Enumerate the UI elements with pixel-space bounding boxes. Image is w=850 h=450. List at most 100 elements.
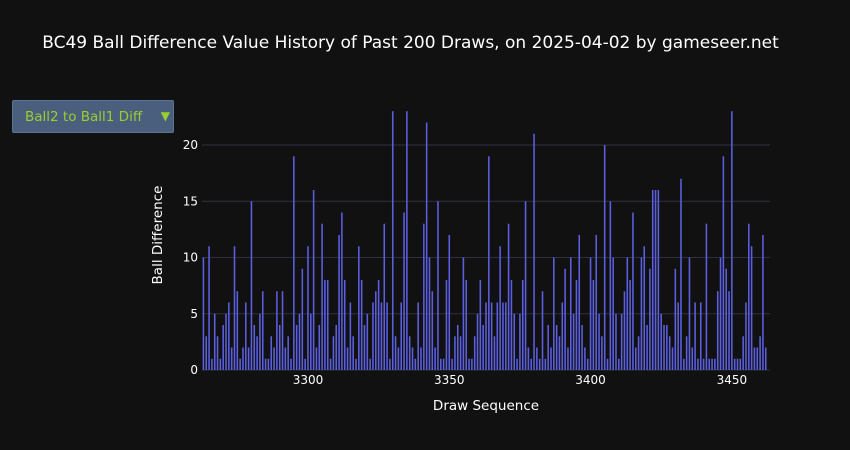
bar-draw-3430 (674, 268, 677, 370)
triangle-down-icon[interactable]: ▼ (160, 109, 170, 123)
bar-draw-3315 (349, 302, 352, 370)
dropdown-selected-label: Ball2 to Ball1 Diff (25, 109, 143, 125)
bar-draw-3404 (601, 336, 603, 370)
bar-draw-3450 (731, 111, 733, 370)
y-tick-label-5: 5 (190, 307, 198, 321)
bar-draw-3379 (530, 358, 532, 370)
bar-draw-3426 (663, 325, 665, 370)
bar-draw-3356 (465, 280, 467, 370)
bar-draw-3405 (603, 145, 606, 370)
bar-draw-3454 (742, 336, 744, 370)
bar-draw-3325 (377, 280, 380, 370)
bar-draw-3291 (281, 291, 284, 370)
bar-draw-3374 (516, 358, 518, 370)
bar-draw-3459 (756, 347, 759, 370)
bar-draw-3355 (462, 257, 465, 370)
bar-draw-3295 (293, 156, 295, 370)
bar-draw-3436 (691, 347, 694, 370)
y-axis-label: Ball Difference (150, 186, 166, 285)
bar-draw-3335 (406, 111, 408, 370)
bar-draw-3416 (634, 347, 637, 370)
bar-draw-3298 (301, 268, 304, 370)
bar-draw-3438 (697, 358, 699, 370)
y-tick-label-15: 15 (183, 194, 198, 208)
bar-draw-3348 (442, 358, 445, 370)
bar-draw-3380 (533, 133, 535, 370)
bar-draw-3309 (332, 336, 335, 370)
bar-draw-3322 (369, 358, 371, 370)
bar-draw-3461 (762, 235, 764, 370)
bar-draw-3462 (764, 347, 767, 370)
bar-draw-3272 (228, 302, 230, 370)
bar-draw-3370 (505, 302, 507, 370)
bar-draw-3458 (753, 347, 756, 370)
bar-draw-3263 (202, 257, 205, 370)
bar-draw-3301 (310, 313, 312, 370)
bar-draw-3329 (389, 358, 391, 370)
bar-draw-3294 (290, 358, 292, 370)
bar-draw-3341 (423, 223, 425, 370)
bar-draw-3338 (414, 358, 417, 370)
bar-draw-3406 (606, 358, 609, 370)
bar-draw-3352 (454, 336, 456, 370)
bar-draw-3386 (550, 347, 552, 370)
bar-draw-3410 (618, 358, 620, 370)
bar-draw-3362 (482, 325, 484, 370)
bar-draw-3279 (247, 347, 250, 370)
bar-draw-3423 (654, 190, 657, 370)
bar-draw-3401 (592, 280, 595, 370)
bar-draw-3440 (702, 358, 705, 370)
bar-draw-3363 (485, 302, 487, 370)
bar-draw-3382 (538, 358, 541, 370)
bar-draw-3297 (298, 313, 301, 370)
bar-draw-3268 (216, 336, 219, 370)
bar-draw-3332 (397, 347, 400, 370)
bar-draw-3456 (748, 223, 750, 370)
bar-draw-3422 (651, 190, 654, 370)
bar-draw-3460 (759, 336, 761, 370)
bar-draw-3285 (264, 358, 267, 370)
bar-draw-3361 (479, 280, 482, 370)
bar-draw-3387 (553, 257, 555, 370)
bar-draw-3330 (391, 111, 394, 370)
bar-draw-3292 (284, 347, 287, 370)
bar-draw-3368 (499, 246, 501, 370)
bar-draw-3343 (428, 257, 431, 370)
bar-draw-3358 (471, 358, 473, 370)
bar-draw-3415 (632, 212, 634, 370)
bar-draw-3290 (278, 325, 281, 370)
tick-labels: 0 5 10 15 20 3300 3350 3400 3450 (183, 138, 747, 387)
x-tick-label-3400: 3400 (575, 373, 606, 387)
bar-draw-3296 (295, 325, 298, 370)
bar-draw-3420 (646, 325, 648, 370)
bar-draw-3283 (259, 313, 261, 370)
bar-draw-3381 (536, 347, 538, 370)
diff-type-dropdown[interactable]: Ball2 to Ball1 Diff ▼ (12, 100, 174, 133)
bars (202, 111, 767, 370)
bar-draw-3288 (273, 347, 275, 370)
bar-draw-3442 (708, 358, 711, 370)
x-tick-label-3450: 3450 (717, 373, 748, 387)
bar-draw-3274 (233, 246, 236, 370)
bar-draw-3388 (555, 325, 558, 370)
bar-draw-3451 (733, 358, 736, 370)
bar-draw-3302 (312, 190, 315, 370)
bar-draw-3425 (660, 313, 662, 370)
bar-draw-3281 (253, 325, 256, 370)
bar-draw-3269 (219, 358, 222, 370)
bar-draw-3276 (239, 358, 241, 370)
bar-draw-3307 (326, 280, 329, 370)
bar-draw-3372 (510, 280, 513, 370)
bar-draw-3394 (572, 313, 575, 370)
bar-draw-3354 (459, 336, 462, 370)
bar-draw-3265 (208, 246, 210, 370)
bar-draw-3327 (383, 223, 386, 370)
bar-draw-3395 (575, 280, 578, 370)
bar-draw-3452 (736, 358, 739, 370)
bar-draw-3444 (714, 358, 716, 370)
bar-draw-3323 (372, 302, 374, 370)
bar-draw-3398 (584, 347, 586, 370)
bar-draw-3364 (488, 156, 490, 370)
bar-draw-3385 (547, 325, 549, 370)
bar-draw-3383 (541, 291, 544, 370)
